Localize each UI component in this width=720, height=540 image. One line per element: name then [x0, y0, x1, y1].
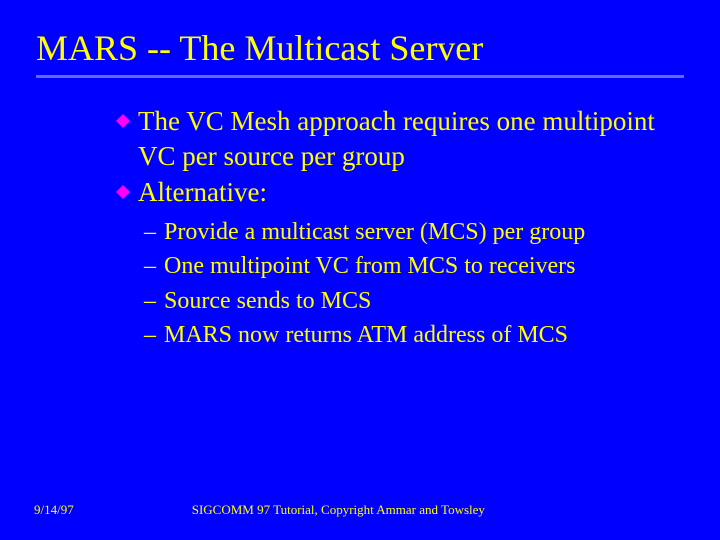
sub-bullet-item: – One multipoint VC from MCS to receiver… — [144, 250, 664, 282]
footer-copyright: SIGCOMM 97 Tutorial, Copyright Ammar and… — [192, 502, 485, 518]
footer-date: 9/14/97 — [34, 502, 74, 518]
sub-bullet-item: – Provide a multicast server (MCS) per g… — [144, 216, 664, 248]
dash-bullet-icon: – — [144, 250, 156, 282]
dash-bullet-icon: – — [144, 285, 156, 317]
diamond-bullet-icon — [116, 185, 130, 199]
sub-bullet-item: – Source sends to MCS — [144, 285, 664, 317]
slide-title: MARS -- The Multicast Server — [36, 28, 684, 78]
slide-footer: 9/14/97 SIGCOMM 97 Tutorial, Copyright A… — [0, 502, 720, 518]
bullet-item: Alternative: — [116, 175, 664, 210]
sub-bullet-item: – MARS now returns ATM address of MCS — [144, 319, 664, 351]
bullet-text: The VC Mesh approach requires one multip… — [138, 104, 664, 173]
slide-content: The VC Mesh approach requires one multip… — [36, 104, 684, 351]
sub-bullet-text: Source sends to MCS — [164, 285, 371, 317]
diamond-bullet-icon — [116, 114, 130, 128]
bullet-item: The VC Mesh approach requires one multip… — [116, 104, 664, 173]
sub-bullet-text: MARS now returns ATM address of MCS — [164, 319, 568, 351]
sub-bullet-text: One multipoint VC from MCS to receivers — [164, 250, 576, 282]
sub-bullet-list: – Provide a multicast server (MCS) per g… — [116, 216, 664, 352]
dash-bullet-icon: – — [144, 319, 156, 351]
bullet-text: Alternative: — [138, 175, 267, 210]
slide: MARS -- The Multicast Server The VC Mesh… — [0, 0, 720, 540]
dash-bullet-icon: – — [144, 216, 156, 248]
sub-bullet-text: Provide a multicast server (MCS) per gro… — [164, 216, 585, 248]
